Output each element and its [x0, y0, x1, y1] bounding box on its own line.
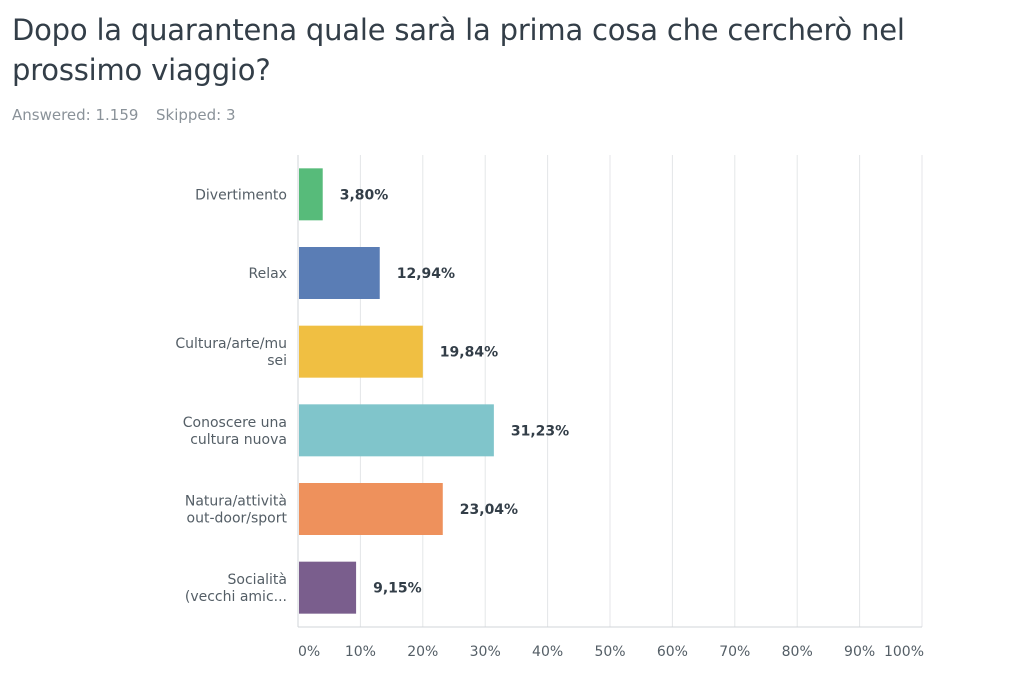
x-tick-label: 0%	[298, 644, 320, 660]
labels: Divertimento 3,80% Relax 12,94% Cultura/arte…	[175, 187, 569, 605]
data-label: 19,84%	[440, 345, 498, 361]
bars	[299, 168, 494, 614]
category-label: Cultura/arte/mu	[175, 336, 287, 352]
data-label: 12,94%	[397, 266, 455, 282]
data-label: 3,80%	[340, 187, 389, 203]
bar	[299, 168, 323, 221]
category-label: out-door/sport	[187, 511, 288, 527]
x-tick-label: 60%	[657, 644, 688, 660]
category-label: Socialità	[228, 572, 287, 588]
x-tick-label: 20%	[407, 644, 438, 660]
x-tick-label: 30%	[470, 644, 501, 660]
skipped-count: Skipped: 3	[156, 106, 236, 124]
bar	[299, 483, 443, 535]
x-tick-label: 100%	[884, 644, 924, 660]
category-label: Natura/attività	[185, 494, 287, 510]
axes: 0% 10% 20% 30% 40% 50% 60% 70% 80% 90% 100%	[297, 155, 924, 660]
category-label: Divertimento	[195, 187, 287, 203]
data-label: 23,04%	[460, 502, 518, 518]
bar	[299, 404, 494, 457]
bar	[299, 325, 423, 378]
gridlines	[359, 155, 923, 627]
x-tick-label: 40%	[532, 644, 563, 660]
category-label: cultura nuova	[190, 432, 287, 448]
data-label: 9,15%	[373, 581, 422, 597]
answered-count: Answered: 1.159	[12, 106, 139, 124]
x-tick-label: 80%	[782, 644, 813, 660]
category-label: Conoscere una	[183, 415, 287, 431]
category-label: (vecchi amic...	[185, 589, 287, 605]
bar	[299, 247, 380, 299]
page-title: Dopo la quarantena quale sarà la prima c…	[12, 13, 905, 87]
x-tick-label: 10%	[345, 644, 376, 660]
category-label: Relax	[249, 266, 287, 282]
x-tick-label: 70%	[719, 644, 750, 660]
data-label: 31,23%	[511, 423, 569, 439]
bar	[299, 561, 357, 614]
category-label: sei	[267, 353, 287, 369]
x-tick-label: 50%	[594, 644, 625, 660]
x-tick-label: 90%	[844, 644, 875, 660]
